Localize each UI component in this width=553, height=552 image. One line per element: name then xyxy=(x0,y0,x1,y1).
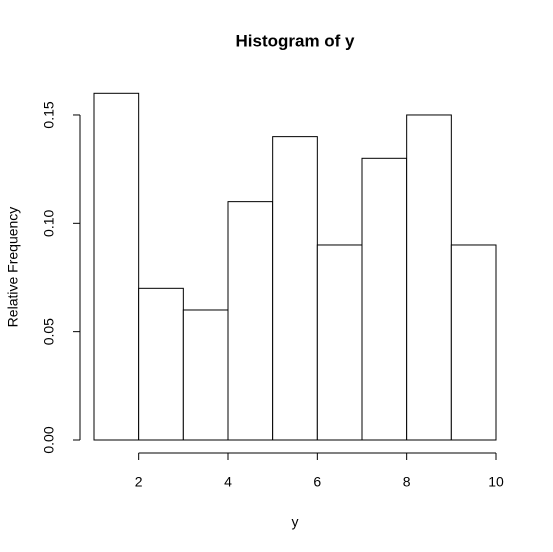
y-tick-label: 0.00 xyxy=(41,426,57,453)
bar xyxy=(406,114,452,441)
bar xyxy=(182,309,229,441)
x-axis-label: y xyxy=(292,514,299,530)
y-axis-label: Relative Frequency xyxy=(5,207,21,328)
bar xyxy=(450,244,497,441)
bar xyxy=(316,244,363,441)
x-tick-label: 10 xyxy=(488,474,504,490)
chart-title: Histogram of y xyxy=(235,31,355,50)
bar xyxy=(361,157,408,441)
bar xyxy=(93,92,140,441)
x-tick-label: 2 xyxy=(135,474,143,490)
bar xyxy=(138,287,184,441)
bar xyxy=(272,136,318,441)
x-tick-label: 4 xyxy=(224,474,232,490)
x-tick-label: 6 xyxy=(313,474,321,490)
y-tick-label: 0.15 xyxy=(41,101,57,128)
bar xyxy=(227,201,274,441)
y-tick-label: 0.05 xyxy=(41,318,57,345)
y-tick-label: 0.10 xyxy=(41,209,57,236)
x-tick-label: 8 xyxy=(403,474,411,490)
